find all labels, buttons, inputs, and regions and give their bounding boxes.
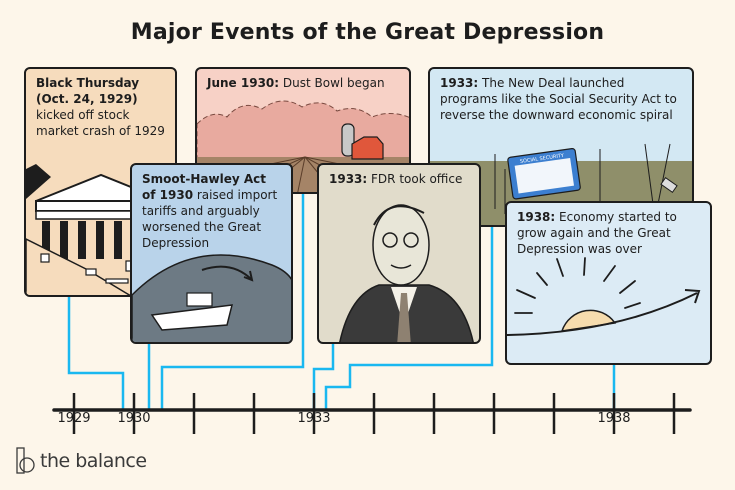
ship-wave-illustration (132, 254, 291, 342)
event-text: 1933: FDR took office (329, 172, 463, 186)
axis-label-1933: 1933 (297, 411, 331, 426)
connectors (67, 192, 616, 410)
connector-black-thursday (67, 296, 125, 410)
axis-label-1929: 1929 (57, 411, 91, 426)
axis-label-1938: 1938 (597, 411, 631, 426)
event-card-fdr: 1933: FDR took office (317, 163, 481, 344)
event-text: 1933: The New Deal launched programs lik… (440, 76, 677, 122)
balance-logo-icon (16, 447, 35, 474)
fdr-portrait-illustration (339, 204, 474, 342)
axis-label-1930: 1930 (117, 411, 151, 426)
event-text: Smoot-Hawley Act of 1930 raised import t… (142, 172, 278, 250)
event-text: June 1930: Dust Bowl began (207, 76, 385, 90)
event-card-1938: 1938: Economy started to grow again and … (505, 201, 712, 365)
the-balance-logo: the balance (16, 447, 147, 475)
event-text: Black Thursday (Oct. 24, 1929) kicked of… (36, 76, 165, 138)
logo-text: the balance (40, 450, 147, 472)
event-card-smoot-hawley: Smoot-Hawley Act of 1930 raised import t… (130, 163, 293, 344)
rising-sun-illustration (507, 257, 701, 336)
connector-new-deal (324, 226, 494, 410)
event-text: 1938: Economy started to grow again and … (517, 210, 677, 256)
page-title: Major Events of the Great Depression (130, 20, 605, 45)
connector-dust-bowl (160, 192, 305, 410)
connector-fdr (312, 343, 335, 410)
